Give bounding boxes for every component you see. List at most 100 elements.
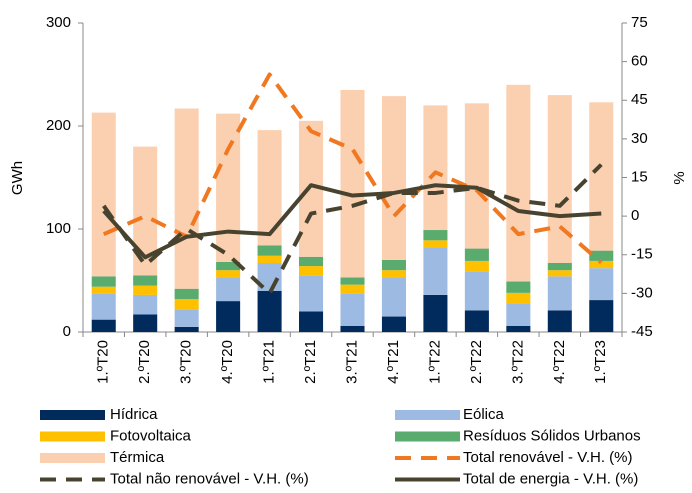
bar xyxy=(340,293,365,326)
bar xyxy=(91,319,116,332)
y2-tick-label: 15 xyxy=(631,168,648,185)
bar xyxy=(589,102,614,251)
x-tick-label: 1.ºT22 xyxy=(426,340,443,384)
bar xyxy=(216,261,241,271)
bar xyxy=(423,240,448,248)
bar xyxy=(381,259,406,271)
bar xyxy=(216,113,241,262)
bar xyxy=(381,277,406,317)
bar xyxy=(340,89,365,278)
legend-label: Hídrica xyxy=(110,406,158,423)
bar xyxy=(423,230,448,241)
legend-swatch xyxy=(40,410,105,420)
bar xyxy=(340,325,365,332)
bar xyxy=(506,292,531,304)
bar xyxy=(257,245,282,256)
y2-tick-label: 75 xyxy=(631,14,648,31)
bar xyxy=(257,255,282,263)
x-tick-label: 3.ºT21 xyxy=(343,340,360,384)
line-series xyxy=(102,163,603,296)
bar xyxy=(589,300,614,332)
x-tick-label: 1.ºT23 xyxy=(592,340,609,384)
legend-swatch xyxy=(40,453,105,463)
bar xyxy=(216,270,241,278)
bar xyxy=(91,286,116,294)
x-tick-label: 3.ºT20 xyxy=(178,340,195,384)
bar xyxy=(216,277,241,302)
bar xyxy=(133,275,158,286)
bar xyxy=(589,268,614,301)
bar xyxy=(464,248,489,261)
bar xyxy=(464,103,489,249)
bar xyxy=(257,290,282,332)
bar xyxy=(506,303,531,326)
bar xyxy=(381,316,406,332)
y2-tick-label: -15 xyxy=(631,246,653,263)
legend-label: Total de energia - V.H. (%) xyxy=(463,470,638,487)
bar xyxy=(381,96,406,260)
bar xyxy=(340,284,365,294)
y-tick-label: 0 xyxy=(63,323,71,340)
y-tick-label: 200 xyxy=(46,117,71,134)
legend-swatch xyxy=(395,431,460,442)
y-tick-label: 300 xyxy=(46,14,71,31)
bar xyxy=(299,256,324,267)
bar xyxy=(174,309,199,327)
bar xyxy=(216,301,241,332)
legend-swatch xyxy=(40,431,105,442)
bar xyxy=(589,260,614,269)
y2-axis-label: % xyxy=(671,171,688,184)
y2-tick-label: 60 xyxy=(631,53,648,70)
x-tick-label: 2.ºT20 xyxy=(136,340,153,384)
y2-tick-label: -45 xyxy=(631,323,653,340)
bar xyxy=(91,293,116,320)
bar xyxy=(340,277,365,285)
bar xyxy=(464,310,489,332)
x-tick-label: 3.ºT22 xyxy=(509,340,526,384)
bar xyxy=(91,276,116,287)
legend-label: Térmica xyxy=(110,449,165,466)
bar xyxy=(589,250,614,261)
x-tick-label: 1.ºT21 xyxy=(261,340,278,384)
bar xyxy=(547,262,572,271)
y2-tick-label: 45 xyxy=(631,91,648,108)
bar xyxy=(299,266,324,276)
bar xyxy=(133,294,158,315)
y-axis-label: GWh xyxy=(9,161,26,195)
bar xyxy=(423,105,448,231)
bar xyxy=(547,270,572,277)
bar xyxy=(423,294,448,332)
bar xyxy=(299,311,324,332)
bar xyxy=(464,260,489,272)
bar xyxy=(174,326,199,332)
legend-label: Total renovável - V.H. (%) xyxy=(463,449,633,466)
x-tick-label: 4.ºT22 xyxy=(551,340,568,384)
bar xyxy=(133,314,158,332)
legend-swatch xyxy=(395,410,460,420)
bar xyxy=(506,84,531,282)
y2-tick-label: 30 xyxy=(631,130,648,147)
bar xyxy=(257,130,282,246)
bar xyxy=(381,270,406,278)
x-tick-label: 4.ºT20 xyxy=(219,340,236,384)
x-tick-label: 4.ºT21 xyxy=(385,340,402,384)
y2-tick-label: 0 xyxy=(631,207,639,224)
bar xyxy=(174,288,199,300)
bar xyxy=(547,310,572,332)
y2-tick-label: -30 xyxy=(631,284,653,301)
line-series xyxy=(102,183,602,260)
bar xyxy=(423,247,448,295)
y-tick-label: 100 xyxy=(46,220,71,237)
legend-label: Fotovoltaica xyxy=(110,427,192,444)
bar xyxy=(547,95,572,263)
bar xyxy=(299,275,324,312)
bar xyxy=(464,271,489,311)
bar xyxy=(133,285,158,295)
bar xyxy=(547,276,572,311)
x-tick-label: 2.ºT22 xyxy=(468,340,485,384)
bar xyxy=(506,325,531,332)
legend-label: Eólica xyxy=(463,406,505,423)
legend-label: Total não renovável - V.H. (%) xyxy=(110,470,309,487)
bar xyxy=(91,112,116,277)
